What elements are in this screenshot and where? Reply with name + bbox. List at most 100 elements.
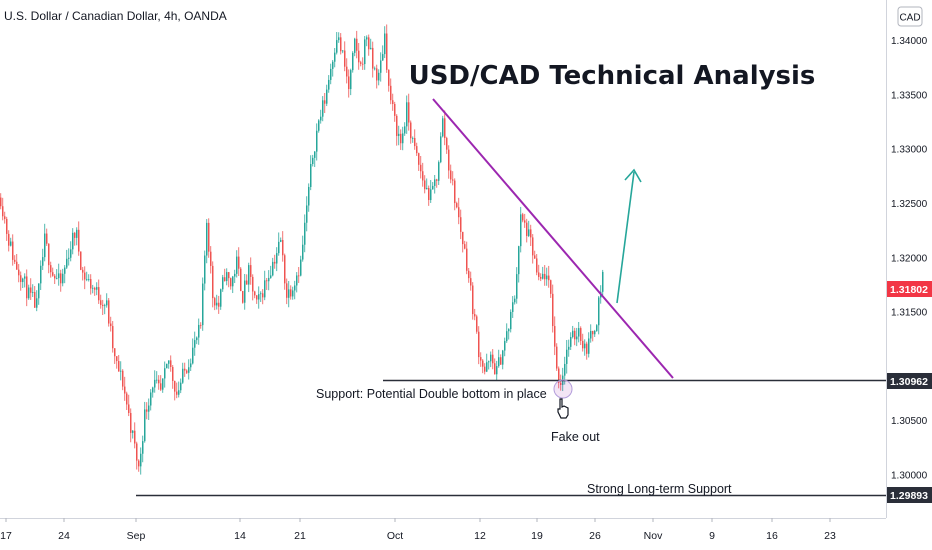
candle-down [20,275,22,283]
candle-down [254,291,256,296]
candle-up [280,240,282,242]
candle-up [528,229,530,236]
candle-down [54,275,56,279]
candle-down [108,300,110,324]
price-axis[interactable]: 1.34000 1.33500 1.33000 1.32500 1.32000 1.315… [891,36,928,482]
candle-down [298,275,300,277]
candle-up [508,329,510,332]
candle-down [360,62,362,64]
candle-up [502,350,504,365]
candle-up [76,229,78,238]
candle-up [292,290,294,297]
candle-up [578,328,580,337]
candle-up [520,214,522,247]
candle-down [592,330,594,335]
price-tick-label: 1.33000 [891,145,928,156]
time-tick-label: 21 [294,530,306,542]
candle-down [446,138,448,150]
candle-down [30,287,32,293]
candle-down [356,38,358,51]
candle-up [38,283,40,299]
time-tick-label: 24 [58,530,70,542]
time-tick-label: 19 [531,530,543,542]
candle-down [420,164,422,172]
candle-up [518,246,520,275]
candle-up [232,276,234,287]
candle-down [2,206,4,217]
candle-up [306,205,308,223]
candle-down [184,368,186,371]
candle-up [58,273,60,279]
candle-down [468,270,470,279]
candle-down [102,304,104,306]
candle-down [112,326,114,349]
candle-down [372,47,374,69]
candle-up [486,362,488,372]
candle-down [242,291,244,303]
candle-down [444,118,446,139]
candle-up [380,60,382,73]
candle-up [584,343,586,349]
candle-down [476,316,478,332]
candle-up [406,102,408,127]
candle-down [238,256,240,269]
candle-down [124,386,126,394]
hand-pointer-icon [557,398,569,419]
candle-down [538,272,540,277]
candle-up [70,249,72,258]
candle-down [240,268,242,292]
candle-up [334,52,336,62]
candle-down [98,287,100,301]
candle-up [566,349,568,364]
candle-down [118,361,120,372]
candle-up [270,275,272,278]
time-tick-label: 14 [234,530,246,542]
candle-down [344,50,346,67]
candle-down [452,179,454,181]
candle-up [236,256,238,274]
candle-up [190,363,192,368]
price-tick-label: 1.31500 [891,308,928,319]
candle-down [408,102,410,123]
candle-up [370,47,372,50]
candle-up [260,293,262,295]
candle-down [358,50,360,63]
candle-down [448,149,450,171]
candle-up [314,151,316,158]
time-axis[interactable]: 17 24 Sep 14 21 Oct 12 19 26 Nov 9 16 23 [0,518,836,542]
candle-up [572,330,574,338]
currency-badge[interactable]: CAD [897,6,923,27]
candle-up [192,347,194,364]
symbol-header: U.S. Dollar / Canadian Dollar, 4h, OANDA [4,9,227,23]
candle-up [244,280,246,303]
candle-up [332,61,334,69]
candle-up [576,336,578,340]
candle-up [426,187,428,190]
candle-up [412,138,414,139]
candle-up [598,297,600,326]
candle-down [458,207,460,218]
candle-up [268,277,270,282]
candle-up [106,300,108,306]
candle-up [166,363,168,369]
candle-up [374,68,376,70]
candle-up [44,233,46,258]
candle-down [290,289,292,297]
candle-down [126,393,128,405]
candle-down [100,300,102,305]
candle-up [564,363,566,376]
candle-down [8,233,10,246]
candle-down [6,218,8,234]
price-tick-label: 1.32000 [891,253,928,264]
candle-down [12,241,14,260]
candle-down [16,261,18,270]
candle-up [294,285,296,291]
price-tick-label: 1.30000 [891,471,928,482]
candle-down [116,356,118,362]
chart-title: USD/CAD Technical Analysis [409,61,816,91]
candle-up [104,305,106,307]
candle-down [386,33,388,70]
candle-down [554,326,556,347]
candle-up [198,324,200,338]
